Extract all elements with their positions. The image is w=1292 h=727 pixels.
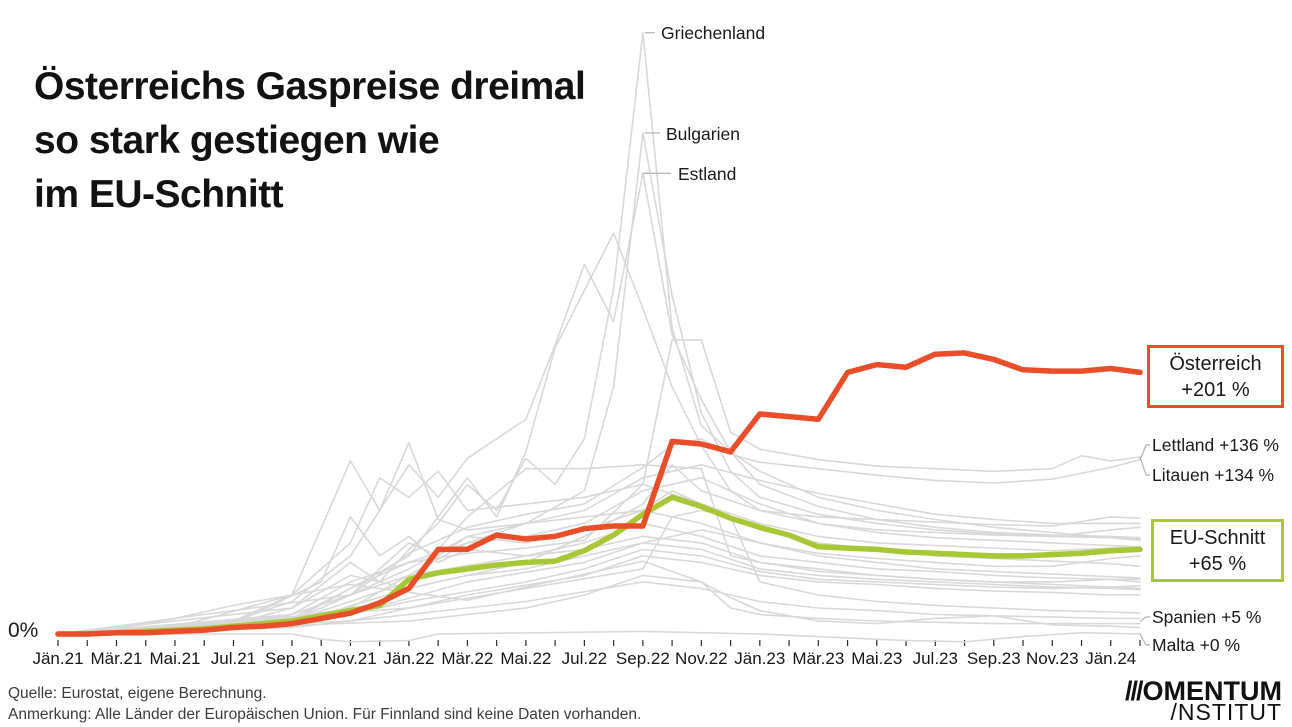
series-eu-land: [57, 574, 1141, 635]
x-tick-label: Sep.21: [264, 649, 319, 668]
source-line: Quelle: Eurostat, eigene Berechnung.: [8, 685, 267, 702]
callout-eu-schnitt: EU-Schnitt +65 %: [1151, 519, 1284, 582]
right-label-leader-line: [1139, 444, 1150, 461]
series--sterreich: [55, 350, 1143, 637]
right-label-leader-line: [1139, 633, 1150, 646]
x-tick-label: Sep.23: [966, 649, 1021, 668]
series-lettland: [57, 339, 1141, 635]
annotation-griechenland: Griechenland: [661, 23, 766, 43]
x-tick-label: Mai.21: [149, 649, 201, 668]
annotation-estland: Estland: [678, 164, 737, 184]
logo-i-slash-icon: /: [1170, 699, 1178, 725]
label-lettland: Lettland +136 %: [1152, 435, 1279, 455]
series-eu-land: [57, 489, 1141, 635]
x-tick-label: Sep.22: [615, 649, 670, 668]
series-eu-land: [57, 232, 1141, 635]
callout-eu-schnitt-name: EU-Schnitt: [1169, 526, 1266, 549]
x-tick-label: Nov.21: [324, 649, 377, 668]
title-line-1: Österreichs Gaspreise dreimal: [34, 65, 586, 108]
momentum-institut-logo: ///OMENTUM /NSTITUT: [1125, 678, 1282, 725]
x-tick-label: Mär.22: [441, 649, 494, 668]
title-line-2: so stark gestiegen wie: [34, 119, 440, 162]
series-eu-land: [57, 555, 1141, 635]
right-label-leader-line: [1139, 616, 1150, 622]
title-line-3: im EU-Schnitt: [34, 173, 284, 216]
x-tick-label: Jän.22: [383, 649, 435, 668]
series-eu-land: [57, 529, 1141, 635]
x-tick-label: Jän.21: [32, 649, 84, 668]
series-eu-land: [57, 463, 1141, 635]
callout-oesterreich-value: +201 %: [1181, 378, 1250, 401]
footer-notes: Quelle: Eurostat, eigene Berechnung. Anm…: [8, 683, 641, 725]
series-griechenland: [57, 31, 1141, 635]
callout-oesterreich-name: Österreich: [1169, 352, 1262, 375]
x-tick-label: Jän.23: [734, 649, 786, 668]
callout-oesterreich: Österreich +201 %: [1147, 345, 1284, 408]
series-eu-land: [57, 476, 1141, 635]
series-spanien: [57, 560, 1141, 635]
x-tick-label: Mär.23: [792, 649, 845, 668]
label-malta: Malta +0 %: [1152, 635, 1241, 655]
logo-line-momentum: ///OMENTUM: [1125, 678, 1282, 705]
logo-momentum-text: OMENTUM: [1142, 676, 1282, 706]
series-eu-land: [57, 441, 1141, 635]
annotation-bulgarien: Bulgarien: [666, 124, 740, 144]
x-tick-label: Nov.23: [1025, 649, 1079, 668]
logo-line-institut: /NSTITUT: [1125, 699, 1282, 725]
series-malta: [57, 630, 1141, 643]
right-label-leader-line: [1139, 456, 1150, 476]
y-axis-zero-label: 0%: [8, 619, 39, 642]
series-estland: [57, 172, 1141, 635]
x-tick-label: Jul.22: [561, 649, 608, 668]
x-tick-label: Nov.22: [675, 649, 728, 668]
page-title: Österreichs Gaspreise dreimal so stark g…: [34, 60, 586, 222]
x-tick-label: Jän.24: [1085, 649, 1137, 668]
note-line: Anmerkung: Alle Länder der Europäischen …: [8, 706, 642, 723]
series-eu-land: [57, 542, 1141, 635]
x-tick-label: Mär.21: [90, 649, 143, 668]
x-tick-label: Mai.23: [851, 649, 903, 668]
callout-eu-schnitt-value: +65 %: [1188, 552, 1247, 575]
series-eu-land: [57, 548, 1141, 635]
series-eu-land: [57, 509, 1141, 635]
logo-m-slashes-icon: ///: [1125, 676, 1143, 706]
label-litauen: Litauen +134 %: [1152, 465, 1275, 485]
logo-institut-text: NSTITUT: [1177, 699, 1282, 725]
x-tick-label: Jul.21: [210, 649, 257, 668]
label-spanien: Spanien +5 %: [1152, 607, 1262, 627]
series-eu-land: [57, 535, 1141, 635]
x-tick-label: Jul.23: [912, 649, 958, 668]
series-eu-land: [57, 581, 1141, 635]
x-tick-label: Mai.22: [500, 649, 552, 668]
